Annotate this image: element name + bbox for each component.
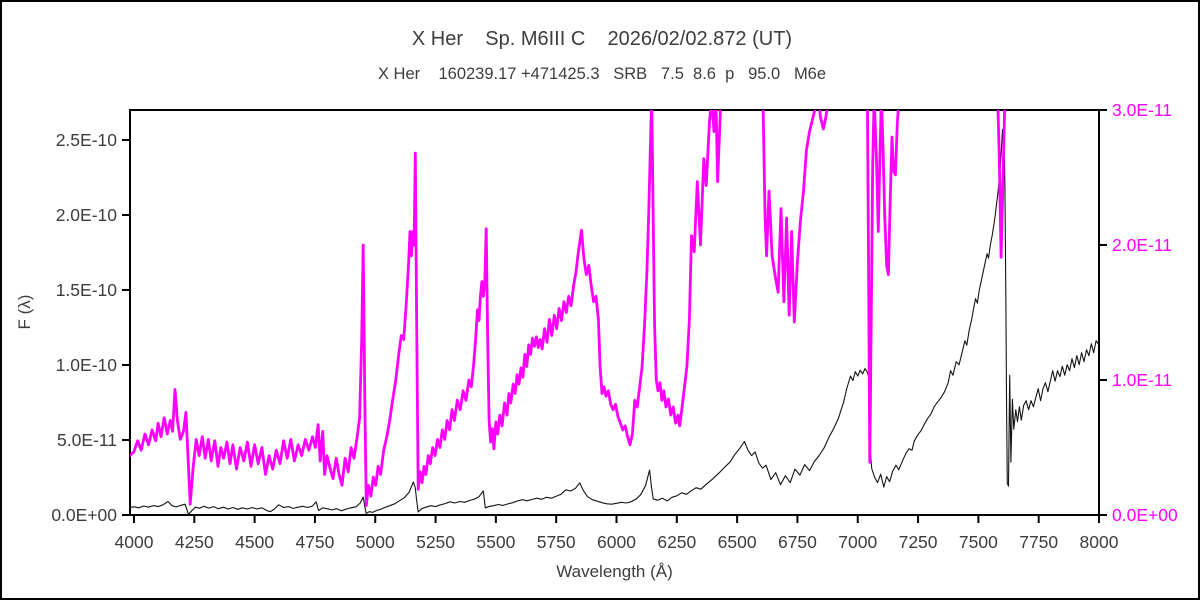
chart-title: X Her Sp. M6III C 2026/02/02.872 (UT) xyxy=(411,28,793,50)
right-axis-tick-label: 0.0E+00 xyxy=(1112,505,1178,525)
x-axis-tick-label: 4000 xyxy=(115,532,154,552)
x-axis-tick-label: 4500 xyxy=(235,532,274,552)
x-axis-tick-label: 5250 xyxy=(416,532,455,552)
x-axis-tick-label: 7750 xyxy=(1019,532,1058,552)
x-axis-title: Wavelength (Å) xyxy=(556,562,673,581)
x-axis-tick-label: 6500 xyxy=(718,532,757,552)
right-axis-tick-label: 2.0E-11 xyxy=(1112,235,1172,255)
spectrum-magenta-right-axis-line xyxy=(130,110,1006,508)
right-axis-tick-label: 3.0E-11 xyxy=(1112,100,1172,120)
x-axis-tick-label: 5750 xyxy=(537,532,576,552)
left-axis-tick-label: 0.0E+00 xyxy=(51,505,117,525)
x-axis-tick-label: 5000 xyxy=(356,532,395,552)
x-axis-tick-label: 6000 xyxy=(597,532,636,552)
x-axis-tick-label: 6750 xyxy=(778,532,817,552)
chart-subtitle-gcvs-line: X Her 160239.17 +471425.3 SRB 7.5 8.6 p … xyxy=(377,65,827,83)
left-axis-tick-label: 1.5E-10 xyxy=(56,280,118,300)
x-axis-tick-label: 7000 xyxy=(838,532,877,552)
right-axis-tick-label: 1.0E-11 xyxy=(1112,370,1172,390)
x-axis-tick-label: 7500 xyxy=(959,532,998,552)
x-axis-tick-label: 4750 xyxy=(295,532,334,552)
left-axis-tick-label: 2.5E-10 xyxy=(56,130,118,150)
x-axis-tick-label: 6250 xyxy=(657,532,696,552)
x-axis-tick-label: 8000 xyxy=(1080,532,1119,552)
x-axis-tick-label: 7250 xyxy=(899,532,938,552)
left-axis-tick-label: 2.0E-10 xyxy=(56,205,118,225)
x-axis-tick-label: 4250 xyxy=(175,532,214,552)
y-axis-title: F (λ) xyxy=(15,294,34,330)
plot-frame xyxy=(129,109,1100,516)
left-axis-tick-label: 5.0E-11 xyxy=(57,430,117,450)
x-axis-tick-label: 5500 xyxy=(476,532,515,552)
left-axis-tick-label: 1.0E-10 xyxy=(56,355,118,375)
